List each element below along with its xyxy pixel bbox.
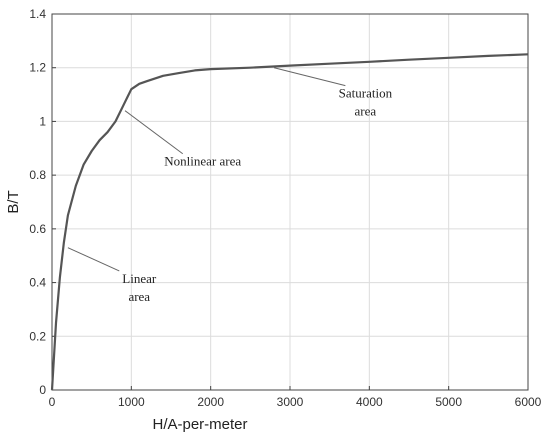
x-tick-label: 5000 — [435, 395, 462, 409]
annotations: Linear area Nonlinear area Saturation area — [67, 67, 393, 304]
y-axis-title: B/T — [5, 190, 22, 213]
annotation-label: Linear area — [122, 271, 157, 304]
annotation-label: Saturation area — [339, 86, 393, 119]
x-axis-title: H/A-per-meter — [152, 416, 247, 433]
annotation-label: Nonlinear area — [164, 154, 241, 169]
x-tick-label: 2000 — [197, 395, 224, 409]
bh-curve-line — [50, 53, 529, 391]
x-axis-ticks: 0 1000 2000 3000 4000 5000 6000 — [49, 386, 542, 409]
annotation-leader-line — [274, 67, 346, 87]
x-tick-label: 0 — [49, 395, 56, 409]
y-tick-label: 0.6 — [29, 222, 46, 236]
x-tick-label: 3000 — [277, 395, 304, 409]
x-tick-label: 4000 — [356, 395, 383, 409]
y-tick-label: 0.2 — [29, 329, 46, 343]
y-axis-ticks: 0 0.2 0.4 0.6 0.8 1 1.2 1.4 — [29, 7, 56, 397]
annotation-leader-line — [67, 247, 120, 272]
y-tick-label: 1 — [39, 114, 46, 128]
y-tick-label: 0 — [39, 383, 46, 397]
annotation-leader-line — [124, 110, 184, 155]
x-tick-label: 6000 — [515, 395, 542, 409]
y-tick-label: 1.2 — [29, 61, 46, 75]
y-tick-label: 0.4 — [29, 276, 46, 290]
y-tick-label: 1.4 — [29, 7, 46, 21]
x-tick-label: 1000 — [118, 395, 145, 409]
y-tick-label: 0.8 — [29, 168, 46, 182]
grid-lines — [51, 13, 529, 391]
